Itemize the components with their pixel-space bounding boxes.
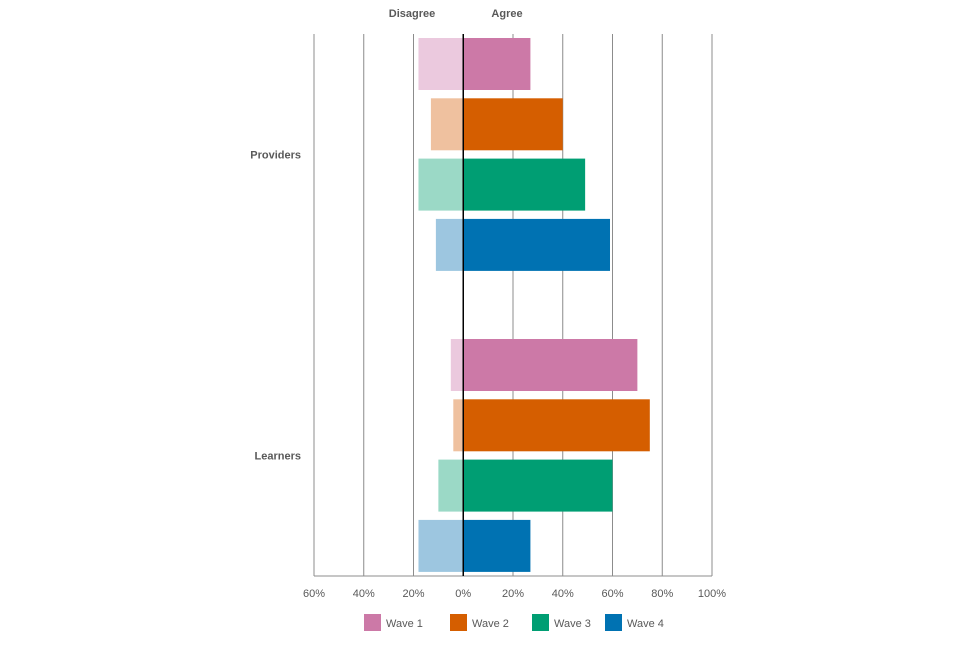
bar-agree: [463, 459, 613, 512]
category-label: Providers: [250, 149, 301, 161]
legend-swatch: [605, 614, 622, 631]
disagree-side-label: Disagree: [389, 8, 435, 20]
x-tick-label: 40%: [552, 588, 574, 600]
x-tick-label: 60%: [601, 588, 623, 600]
bar-agree: [463, 98, 563, 151]
bar-agree: [463, 399, 650, 452]
x-tick-label: 100%: [698, 588, 726, 600]
axes: 60% 40% 20% 0% 20% 40% 60% 80% 100% Providers Lear…: [250, 34, 726, 600]
bar-disagree: [435, 218, 464, 271]
bar-disagree: [453, 399, 464, 452]
bar-disagree: [418, 519, 464, 572]
legend-swatch: [450, 614, 467, 631]
x-tick-label: 0%: [455, 588, 471, 600]
category-label: Learners: [255, 450, 301, 462]
bar-agree: [463, 339, 638, 391]
bar-disagree: [438, 459, 464, 512]
legend: Wave 1 Wave 2 Wave 3 Wave 4: [364, 614, 664, 631]
bar-agree: [463, 519, 531, 572]
legend-swatch: [532, 614, 549, 631]
x-tick-label: 40%: [353, 588, 375, 600]
legend-label: Wave 1: [386, 618, 423, 630]
x-tick-label: 20%: [502, 588, 524, 600]
bar-agree: [463, 38, 531, 90]
bar-agree: [463, 158, 586, 211]
bars: [418, 38, 650, 572]
x-tick-label: 20%: [402, 588, 424, 600]
bar-disagree: [418, 158, 464, 211]
agree-side-label: Agree: [491, 8, 522, 20]
bar-agree: [463, 218, 611, 271]
bar-disagree: [418, 38, 464, 90]
legend-label: Wave 3: [554, 618, 591, 630]
bar-disagree: [450, 339, 464, 391]
legend-label: Wave 2: [472, 618, 509, 630]
bar-disagree: [430, 98, 464, 151]
legend-swatch: [364, 614, 381, 631]
x-tick-label: 80%: [651, 588, 673, 600]
x-tick-label: 60%: [303, 588, 325, 600]
legend-label: Wave 4: [627, 618, 664, 630]
